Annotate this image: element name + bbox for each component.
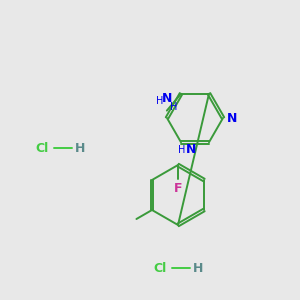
Text: N: N	[162, 92, 172, 105]
Text: F: F	[174, 182, 182, 194]
Text: H: H	[75, 142, 85, 154]
Text: Cl: Cl	[153, 262, 167, 275]
Text: N: N	[227, 112, 237, 124]
Text: H: H	[170, 102, 178, 112]
Text: H: H	[156, 96, 164, 106]
Text: N: N	[186, 143, 196, 156]
Text: H: H	[178, 145, 186, 155]
Text: H: H	[193, 262, 203, 275]
Text: Cl: Cl	[35, 142, 49, 154]
